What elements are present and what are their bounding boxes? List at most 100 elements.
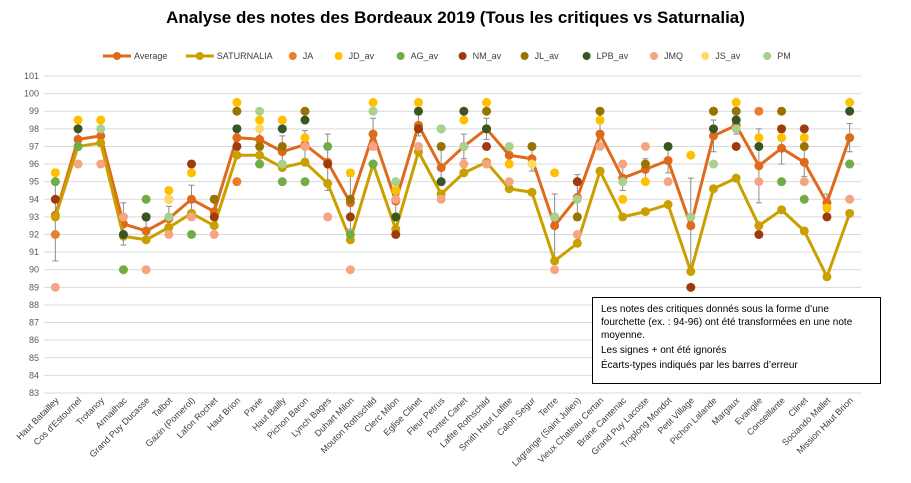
point-ag-av <box>845 159 855 169</box>
point-nm-av <box>323 159 333 169</box>
y-tick-label: 86 <box>29 335 39 345</box>
point-average <box>663 156 673 166</box>
point-jd-av <box>413 97 423 107</box>
legend-marker <box>334 52 343 60</box>
point-pm <box>572 194 582 204</box>
y-tick-label: 90 <box>29 265 39 275</box>
point-jmq <box>845 194 855 204</box>
legend-label: JS_av <box>715 51 741 61</box>
y-tick-label: 89 <box>29 282 39 292</box>
point-saturnalia <box>550 256 560 266</box>
point-average <box>708 131 718 141</box>
grid-lines <box>44 75 861 394</box>
point-nm-av <box>50 194 60 204</box>
point-lpb-av <box>232 124 242 134</box>
point-saturnalia <box>96 138 106 148</box>
point-ag-av <box>73 141 83 151</box>
point-average <box>436 163 446 173</box>
point-jmq <box>209 230 219 239</box>
legend-marker <box>458 52 467 60</box>
point-jmq <box>572 230 582 239</box>
point-jd-av <box>345 168 355 178</box>
point-ag-av <box>118 265 128 275</box>
point-saturnalia <box>527 187 537 197</box>
point-lpb-av <box>300 115 310 125</box>
point-saturnalia <box>232 150 242 160</box>
point-jl-av <box>300 106 310 116</box>
point-jl-av <box>255 141 265 151</box>
y-tick-label: 85 <box>29 353 39 363</box>
legend-marker <box>288 52 297 60</box>
point-saturnalia <box>164 222 174 232</box>
point-pm <box>368 106 378 116</box>
legend-marker <box>520 52 529 60</box>
legend-label: JA <box>303 51 314 61</box>
point-saturnalia <box>640 207 650 217</box>
point-average <box>845 133 855 143</box>
y-tick-label: 92 <box>29 230 39 240</box>
point-lpb-av <box>436 177 446 187</box>
point-jmq <box>459 159 469 169</box>
point-pm <box>618 177 628 187</box>
point-lpb-av <box>845 106 855 116</box>
point-js-av <box>164 194 174 204</box>
point-jd-av <box>618 194 628 204</box>
point-average <box>232 133 242 143</box>
point-nm-av <box>482 141 492 151</box>
point-average <box>595 129 605 139</box>
legend-marker <box>195 52 204 60</box>
point-nm-av <box>413 124 423 134</box>
y-axis: 83 84 85 86 87 88 89 90 91 92 93 94 95 96 97 98 99 100 101 <box>24 71 39 398</box>
point-ag-av <box>187 230 197 239</box>
point-pm <box>459 141 469 151</box>
legend-label: LPB_av <box>597 51 629 61</box>
point-pm <box>504 141 514 151</box>
point-pm <box>277 159 287 169</box>
point-nm-av <box>822 212 832 222</box>
point-average <box>754 161 764 171</box>
point-jd-av <box>731 97 741 107</box>
point-lpb-av <box>459 106 469 116</box>
point-jl-av <box>572 212 582 222</box>
point-jd-av <box>550 168 560 178</box>
point-ag-av <box>799 194 809 204</box>
point-nm-av <box>187 159 197 169</box>
point-jl-av <box>777 106 787 116</box>
point-average <box>73 134 83 144</box>
point-ag-av <box>368 159 378 169</box>
annotation-line: Écarts-types indiqués par les barres d’e… <box>601 360 798 371</box>
legend-label: SATURNALIA <box>217 51 273 61</box>
y-tick-label: 100 <box>24 89 39 99</box>
point-jmq <box>73 159 83 169</box>
legend-marker <box>113 52 121 60</box>
point-saturnalia <box>300 157 310 167</box>
point-jd-av <box>459 115 469 125</box>
point-jmq <box>164 230 174 239</box>
point-nm-av <box>754 230 764 239</box>
point-jmq <box>413 141 423 151</box>
annotation-line: Les signes + ont été ignorés <box>601 345 727 356</box>
point-jmq <box>595 141 605 151</box>
point-jmq <box>368 141 378 151</box>
point-ja <box>754 106 764 116</box>
point-jmq <box>300 141 310 151</box>
point-jmq <box>345 265 355 275</box>
point-jd-av <box>391 185 401 195</box>
point-average <box>187 194 197 204</box>
point-jmq <box>141 265 151 275</box>
point-average <box>255 134 265 144</box>
point-jmq <box>799 177 809 187</box>
legend-label: NM_av <box>473 51 502 61</box>
point-jmq <box>391 194 401 204</box>
point-jd-av <box>73 115 83 125</box>
point-ag-av <box>777 177 787 187</box>
y-tick-label: 88 <box>29 300 39 310</box>
y-tick-label: 96 <box>29 159 39 169</box>
point-saturnalia <box>708 184 718 194</box>
point-saturnalia <box>777 205 787 215</box>
point-saturnalia <box>799 226 809 236</box>
point-lpb-av <box>663 141 673 151</box>
line-average <box>53 123 852 233</box>
point-jd-av <box>368 97 378 107</box>
